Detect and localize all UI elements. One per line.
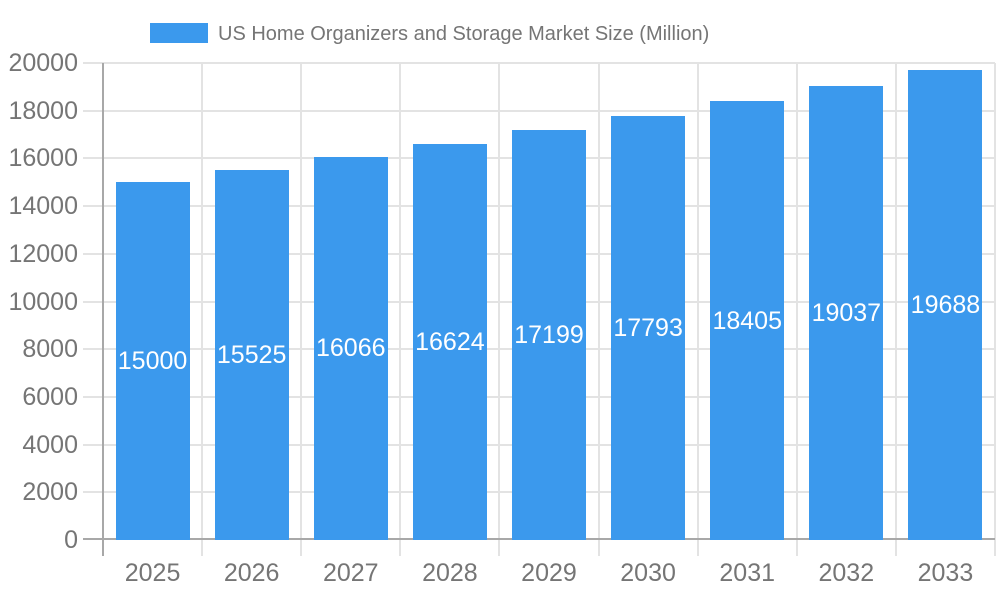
bar-value-label: 16624 [415, 327, 485, 356]
h-gridline [83, 62, 995, 64]
v-gridline [894, 63, 897, 556]
x-tick-label: 2026 [223, 559, 280, 587]
x-tick-label: 2032 [818, 559, 875, 587]
legend-swatch [150, 23, 208, 43]
y-tick-label: 14000 [8, 192, 78, 221]
y-tick-label: 4000 [22, 430, 78, 459]
bar [809, 85, 884, 540]
y-tick-label: 8000 [22, 335, 78, 364]
x-tick-label: 2027 [322, 559, 379, 587]
y-tick-label: 0 [64, 526, 78, 554]
bar-value-label: 15000 [117, 347, 188, 376]
bar [611, 115, 686, 540]
bar-value-label: 19037 [811, 298, 882, 327]
h-gridline [83, 109, 995, 112]
bar [512, 129, 586, 540]
bar [214, 169, 289, 540]
y-tick-label: 16000 [8, 144, 78, 173]
y-tick-label: 10000 [8, 287, 78, 316]
bar [908, 70, 983, 540]
bar-value-label: 19688 [910, 291, 981, 320]
v-gridline [795, 63, 798, 556]
y-tick-label: 18000 [8, 96, 78, 125]
x-tick-label: 2025 [124, 559, 181, 587]
x-tick-label: 2033 [917, 559, 974, 587]
v-gridline [201, 63, 204, 556]
bar-value-label: 15525 [216, 340, 287, 369]
v-gridline [696, 63, 699, 556]
legend-label: US Home Organizers and Storage Market Si… [218, 23, 710, 45]
bar [313, 156, 388, 540]
v-gridline [994, 63, 996, 556]
bar-value-label: 16066 [316, 334, 386, 363]
y-tick-label: 6000 [22, 382, 78, 411]
v-gridline [300, 63, 303, 556]
bar [412, 143, 487, 540]
v-gridline [498, 63, 501, 556]
x-tick-label: 2029 [521, 559, 577, 587]
bar-value-label: 17199 [514, 320, 584, 349]
y-tick-label: 12000 [8, 239, 78, 268]
x-tick-label: 2030 [620, 559, 676, 587]
v-gridline [399, 63, 402, 556]
bar-value-label: 18405 [712, 306, 782, 335]
plot-area: 0 2000 4000 6000 8000 10000 12000 14000 16000 180… [8, 50, 996, 586]
y-axis-line [102, 63, 104, 556]
bar-value-label: 17793 [613, 313, 683, 342]
bar [115, 182, 190, 540]
bar [710, 101, 785, 540]
v-gridline [597, 63, 600, 556]
y-tick-label: 20000 [8, 49, 78, 77]
x-tick-label: 2028 [422, 559, 478, 587]
x-tick-label: 2031 [719, 559, 776, 587]
y-tick-label: 2000 [22, 478, 78, 507]
